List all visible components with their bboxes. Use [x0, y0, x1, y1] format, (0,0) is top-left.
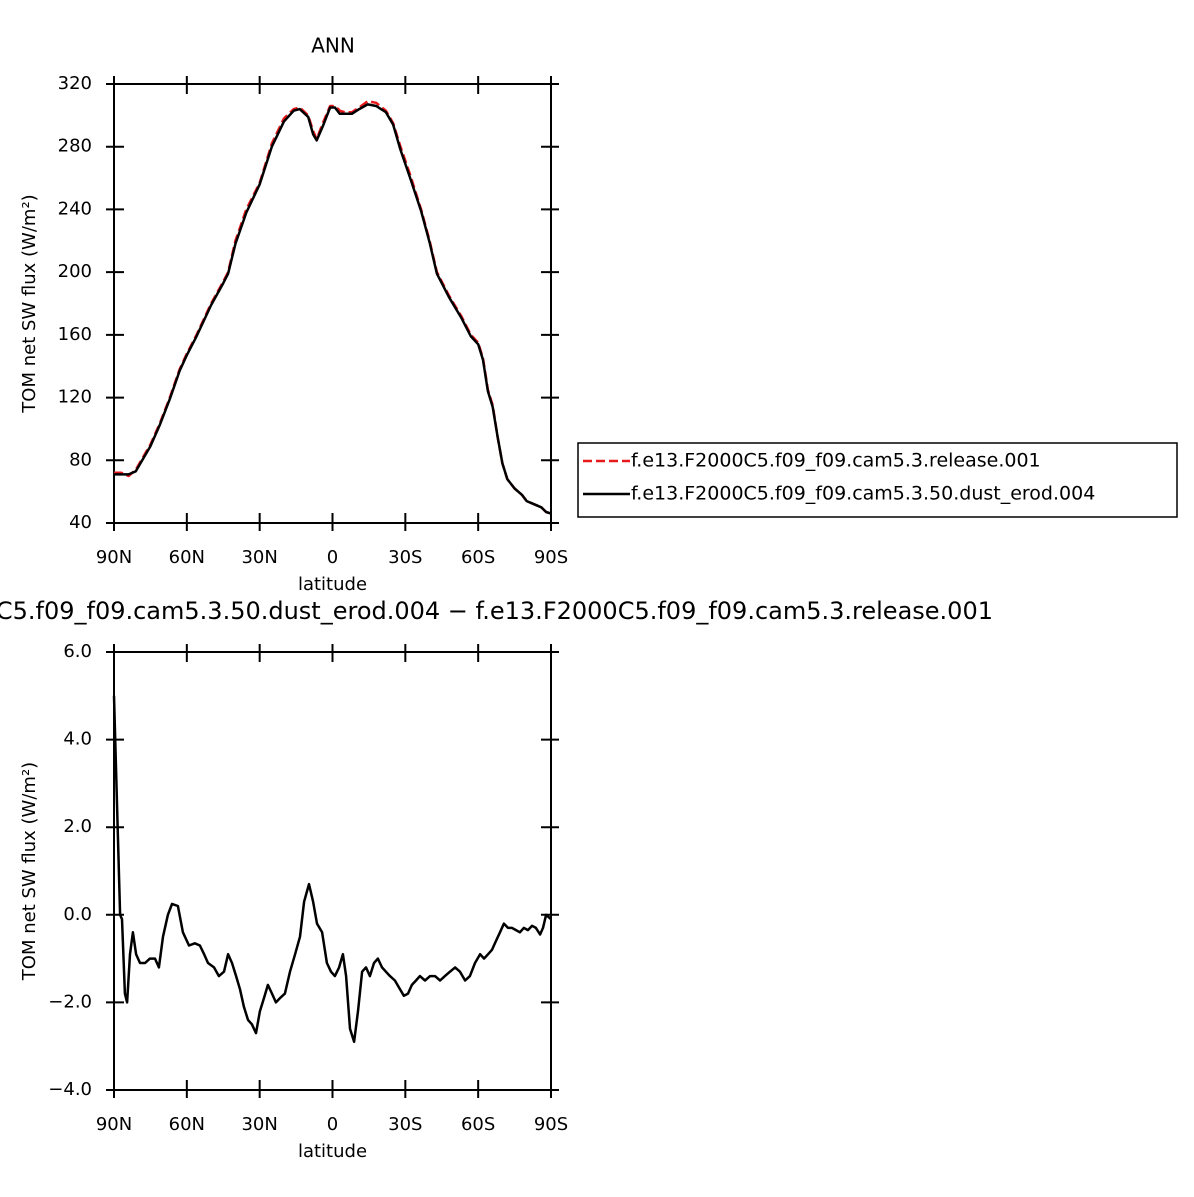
y-tick-label: 240: [58, 198, 92, 219]
x-tick-label: 60S: [461, 1114, 495, 1135]
x-tick-label: 90N: [96, 547, 132, 568]
y-tick-label: −2.0: [48, 991, 92, 1012]
y-tick-label: 200: [58, 261, 92, 282]
y-tick-label: 80: [69, 449, 92, 470]
x-tick-label: 30N: [241, 1114, 277, 1135]
y-axis-label: TOM net SW flux (W/m²): [19, 762, 40, 981]
y-tick-label: 120: [58, 387, 92, 408]
x-tick-label: 60N: [169, 547, 205, 568]
x-tick-label: 90S: [534, 1114, 568, 1135]
chart-title: ANN: [311, 34, 355, 58]
y-tick-label: 0.0: [63, 904, 92, 925]
x-axis-label: latitude: [298, 574, 367, 595]
series-line: [114, 99, 552, 515]
y-tick-label: 280: [58, 136, 92, 157]
x-tick-label: 30S: [388, 547, 422, 568]
difference-line: [112, 695, 552, 1044]
legend-box: [577, 442, 1178, 518]
x-tick-label: 60S: [461, 547, 495, 568]
legend-label: f.e13.F2000C5.f09_f09.cam5.3.50.dust_ero…: [631, 483, 1095, 505]
series-line: [114, 103, 552, 515]
y-tick-label: 320: [58, 73, 92, 94]
x-tick-label: 30N: [241, 547, 277, 568]
plot-frame: [113, 651, 552, 1091]
chart-title: f.e13.F2000C5.f09_f09.cam5.3.50.dust_ero…: [0, 597, 993, 625]
x-tick-label: 30S: [388, 1114, 422, 1135]
x-tick-label: 0: [327, 1114, 338, 1135]
legend-label: f.e13.F2000C5.f09_f09.cam5.3.release.001: [631, 450, 1041, 472]
y-tick-label: 2.0: [63, 816, 92, 837]
x-tick-label: 90S: [534, 547, 568, 568]
y-tick-label: 40: [69, 512, 92, 533]
plot-frame: [113, 83, 552, 524]
y-tick-label: 6.0: [63, 641, 92, 662]
x-tick-label: 60N: [169, 1114, 205, 1135]
y-tick-label: 4.0: [63, 729, 92, 750]
x-tick-label: 90N: [96, 1114, 132, 1135]
y-tick-label: 160: [58, 324, 92, 345]
x-tick-label: 0: [327, 547, 338, 568]
y-axis-label: TOM net SW flux (W/m²): [19, 194, 40, 413]
y-tick-label: −4.0: [48, 1079, 92, 1100]
x-axis-label: latitude: [298, 1141, 367, 1162]
